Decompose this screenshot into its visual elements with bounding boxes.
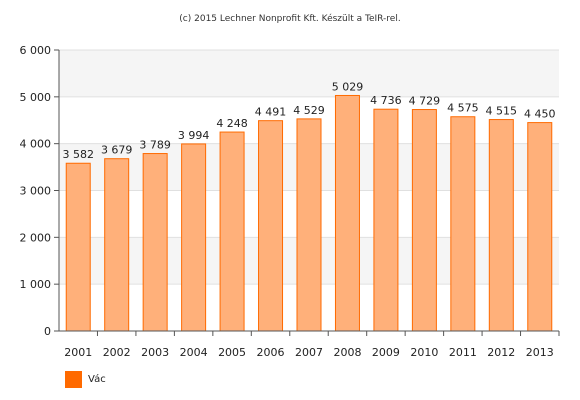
legend-swatch xyxy=(65,371,82,388)
bar xyxy=(296,118,322,332)
data-label: 4 515 xyxy=(486,105,518,118)
legend-label: Vác xyxy=(88,374,106,385)
bar xyxy=(181,143,207,332)
x-tick-label: 2012 xyxy=(487,346,515,359)
plot-band xyxy=(59,50,559,97)
y-axis-ticks: 0 1 000 2 000 3 000 4 000 5 000 6 000 xyxy=(20,44,59,338)
y-tick-label: 2 000 xyxy=(20,231,52,244)
data-label: 3 789 xyxy=(139,139,171,152)
data-label: 4 729 xyxy=(409,95,441,108)
y-tick-label: 5 000 xyxy=(20,91,52,104)
y-tick-label: 0 xyxy=(44,325,51,338)
x-axis-ticks: 2001 2002 2003 2004 2005 2006 2007 2008 2009 2010… xyxy=(64,331,560,359)
y-tick-label: 1 000 xyxy=(20,278,52,291)
x-tick-label: 2001 xyxy=(64,346,92,359)
chart-credit: (c) 2015 Lechner Nonprofit Kft. Készült … xyxy=(179,14,401,24)
y-tick-label: 6 000 xyxy=(20,44,52,57)
data-label: 5 029 xyxy=(332,80,364,93)
data-label: 4 491 xyxy=(255,106,287,119)
data-labels: 3 582 3 679 3 789 3 994 4 248 4 491 4 529 5 029… xyxy=(62,80,555,161)
y-tick-label: 4 000 xyxy=(20,138,52,151)
x-tick-label: 2009 xyxy=(372,346,400,359)
x-tick-label: 2002 xyxy=(103,346,131,359)
bar xyxy=(104,158,130,332)
x-tick-label: 2013 xyxy=(526,346,554,359)
bar xyxy=(373,108,399,332)
x-tick-label: 2011 xyxy=(449,346,477,359)
data-label: 4 736 xyxy=(370,94,402,107)
legend: Vác xyxy=(65,371,106,388)
x-tick-label: 2008 xyxy=(333,346,361,359)
bar xyxy=(65,162,91,332)
bar xyxy=(411,109,437,332)
bar xyxy=(258,120,284,332)
data-label: 4 450 xyxy=(524,108,556,121)
bar xyxy=(450,116,476,332)
x-tick-label: 2003 xyxy=(141,346,169,359)
data-label: 3 994 xyxy=(178,129,210,142)
x-tick-label: 2010 xyxy=(410,346,438,359)
bar xyxy=(488,119,514,332)
bar xyxy=(219,131,245,332)
x-tick-label: 2004 xyxy=(180,346,208,359)
data-label: 4 575 xyxy=(447,102,479,115)
y-tick-label: 3 000 xyxy=(20,185,52,198)
bar xyxy=(527,122,553,332)
x-tick-label: 2006 xyxy=(257,346,285,359)
data-label: 3 679 xyxy=(101,144,133,157)
data-label: 4 248 xyxy=(216,117,248,130)
bar xyxy=(334,94,360,332)
data-label: 3 582 xyxy=(62,148,94,161)
bars xyxy=(65,94,553,332)
x-tick-label: 2007 xyxy=(295,346,323,359)
bar xyxy=(142,153,168,332)
data-label: 4 529 xyxy=(293,104,325,117)
x-tick-label: 2005 xyxy=(218,346,246,359)
